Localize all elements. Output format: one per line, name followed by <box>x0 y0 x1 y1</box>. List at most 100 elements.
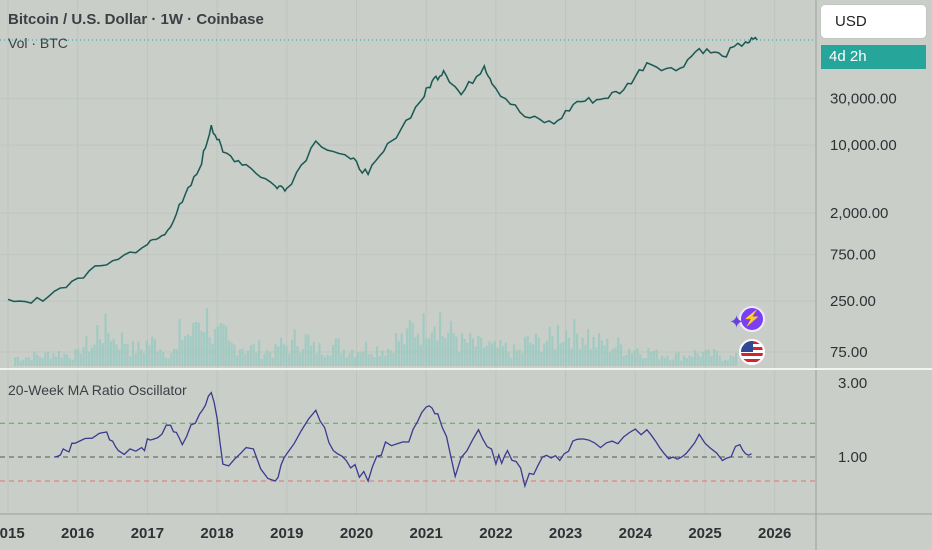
volume-bar <box>82 346 85 366</box>
volume-bar <box>301 349 305 366</box>
volume-bar <box>203 332 206 366</box>
volume-bar <box>411 322 414 366</box>
volume-bar <box>499 339 502 366</box>
volume-bar <box>532 344 535 366</box>
volume-bar <box>729 355 732 366</box>
volume-bar <box>101 343 104 366</box>
chart-title: Bitcoin / U.S. Dollar · 1W · Coinbase <box>8 11 264 28</box>
volume-bar <box>323 356 326 366</box>
volume-bar <box>578 349 581 366</box>
volume-bar <box>326 354 329 366</box>
flag-canton <box>741 341 753 352</box>
volume-bar <box>523 336 527 366</box>
volume-bar <box>466 342 469 366</box>
volume-bar <box>342 349 346 366</box>
volume-bar <box>307 334 310 366</box>
volume-bar <box>238 349 241 366</box>
volume-bar <box>567 337 570 366</box>
year-tick-label: 2023 <box>549 525 582 542</box>
volume-bar <box>197 322 200 366</box>
volume-bar <box>721 361 724 366</box>
sparkle-bolt-icon[interactable]: ⚡ <box>739 306 765 332</box>
volume-bar <box>140 349 143 366</box>
volume-bar <box>644 358 647 366</box>
volume-bar <box>575 333 579 366</box>
volume-bar <box>63 353 66 366</box>
volume-bar <box>641 358 644 366</box>
volume-bar <box>408 319 411 366</box>
volume-bar <box>274 344 277 366</box>
volume-bar <box>252 344 255 366</box>
volume-bar <box>310 345 313 366</box>
currency-selector-button[interactable]: USD <box>821 5 926 38</box>
volume-bar <box>359 352 362 366</box>
volume-bar <box>732 356 735 366</box>
volume-bar <box>669 360 672 366</box>
volume-bar <box>107 333 110 366</box>
volume-bar <box>208 337 211 366</box>
volume-bar <box>422 313 425 366</box>
year-tick-label: 2024 <box>619 525 653 542</box>
volume-bar <box>600 340 603 366</box>
volume-bar <box>247 350 250 366</box>
volume-bar <box>49 358 52 366</box>
volume-bar <box>367 354 370 366</box>
volume-bar <box>68 358 72 366</box>
volume-bar <box>603 345 606 366</box>
price-tick-label: 30,000.00 <box>830 91 897 108</box>
volume-bar <box>192 322 195 366</box>
volume-bar <box>57 350 61 366</box>
volume-bar <box>680 360 683 366</box>
volume-bar <box>277 346 280 366</box>
volume-bar <box>493 341 496 366</box>
volume-bar <box>565 330 568 366</box>
volume-bar <box>395 332 398 366</box>
year-tick-label: 2018 <box>200 525 233 542</box>
volume-bar <box>452 333 455 366</box>
volume-bar <box>375 346 379 366</box>
volume-bar <box>115 344 118 366</box>
volume-bar <box>148 345 151 366</box>
volume-bar <box>685 357 688 366</box>
volume-bar <box>510 357 513 366</box>
volume-bar <box>433 326 436 366</box>
volume-bar <box>19 360 22 366</box>
volume-bar <box>131 340 135 366</box>
volume-bar <box>447 332 450 366</box>
volume-bar <box>112 338 115 366</box>
volume-bar <box>392 353 395 366</box>
volume-bar <box>77 348 80 366</box>
volume-bar <box>480 337 483 366</box>
year-tick-label: 2022 <box>479 525 512 542</box>
volume-bar <box>329 355 332 366</box>
volume-bar <box>469 333 472 366</box>
volume-bar <box>55 356 58 366</box>
volume-bar <box>263 353 266 366</box>
volume-bar <box>98 339 102 366</box>
volume-bar <box>381 350 384 366</box>
volume-bar <box>501 346 505 366</box>
volume-bar <box>74 349 77 366</box>
x-axis-labels: 2015 2016 2017 2018 2019 2020 2021 2022 2023 2024… <box>0 525 791 542</box>
y-axis-labels: 75.00 250.00 750.00 2,000.00 10,000.00 30,000… <box>830 91 897 466</box>
volume-bar <box>123 343 126 366</box>
volume-bar <box>35 354 39 366</box>
volume-bar <box>650 352 653 366</box>
us-flag-icon[interactable] <box>739 339 765 365</box>
volume-bar <box>693 350 697 366</box>
volume-bar <box>458 351 461 366</box>
volume-bar <box>244 353 247 366</box>
volume-bar <box>647 347 650 366</box>
volume-bar <box>463 338 466 366</box>
volume-bar <box>200 330 203 366</box>
volume-bar <box>449 320 453 366</box>
volume-bar <box>658 359 661 366</box>
volume-bar <box>597 333 601 366</box>
volume-bar <box>257 340 261 366</box>
volume-bar <box>142 353 146 366</box>
price-tick-label: 75.00 <box>830 344 868 361</box>
volume-bar <box>562 341 565 366</box>
price-tick-label: 750.00 <box>830 247 876 264</box>
volume-bar <box>589 349 592 366</box>
